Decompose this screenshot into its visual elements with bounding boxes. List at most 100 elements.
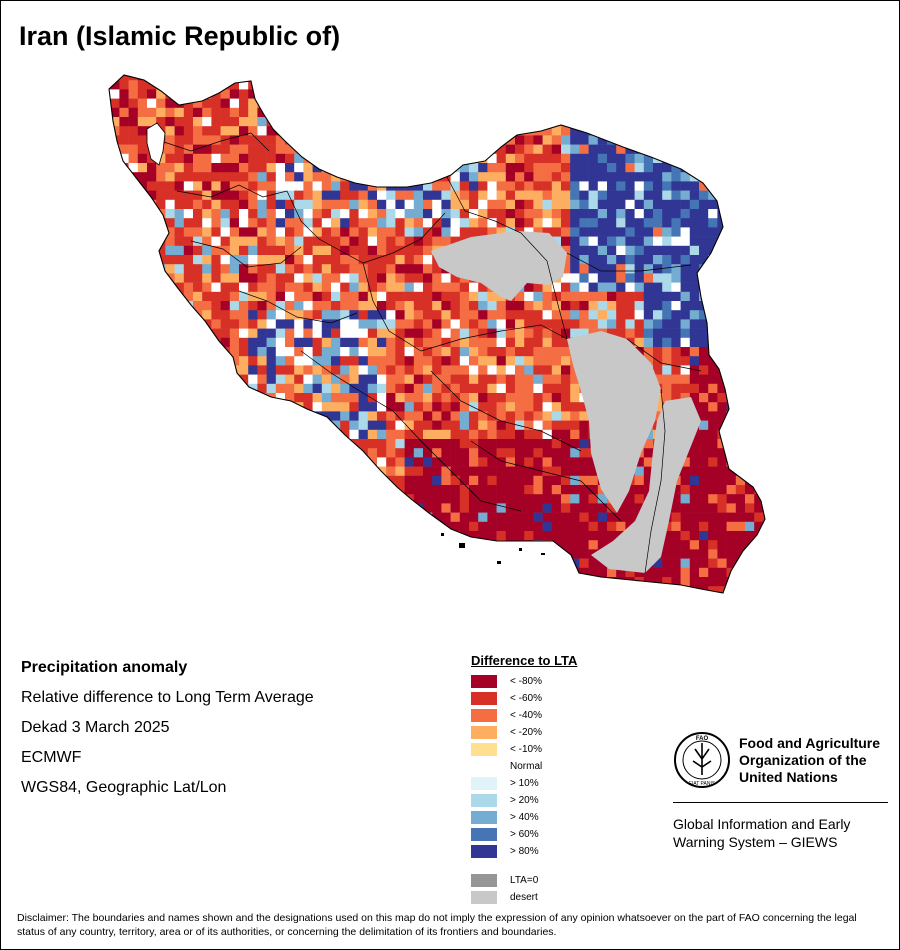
grid-cell bbox=[616, 310, 626, 320]
grid-cell bbox=[275, 558, 286, 569]
grid-cell bbox=[634, 181, 645, 191]
grid-cell bbox=[349, 319, 359, 329]
grid-cell bbox=[735, 365, 746, 375]
grid-cell bbox=[561, 393, 571, 403]
grid-cell bbox=[607, 80, 617, 90]
grid-cell bbox=[137, 485, 148, 495]
province-line bbox=[520, 232, 568, 340]
grid-cell bbox=[239, 264, 249, 274]
grid-cell bbox=[423, 144, 433, 155]
grid-cell bbox=[358, 567, 369, 578]
grid-cell bbox=[680, 328, 691, 339]
grid-cell bbox=[542, 521, 553, 532]
grid-cell bbox=[717, 558, 727, 569]
grid-cell bbox=[386, 567, 396, 578]
grid-cell bbox=[487, 521, 497, 532]
grid-cell bbox=[763, 75, 765, 81]
grid-cell bbox=[653, 558, 663, 569]
grid-cell bbox=[717, 126, 727, 136]
grid-cell bbox=[551, 218, 562, 228]
grid-cell bbox=[588, 144, 599, 155]
grid-cell bbox=[202, 356, 212, 366]
grid-cell bbox=[478, 319, 488, 329]
grid-cell bbox=[331, 531, 341, 541]
grid-cell bbox=[395, 337, 405, 348]
grid-cell bbox=[257, 172, 267, 182]
grid-cell bbox=[386, 107, 396, 118]
grid-cell bbox=[377, 429, 387, 440]
grid-cell bbox=[183, 245, 194, 256]
grid-cell bbox=[505, 429, 516, 440]
grid-cell bbox=[413, 89, 424, 99]
grid-cell bbox=[404, 475, 415, 486]
grid-cell bbox=[128, 264, 139, 274]
grid-cell bbox=[331, 475, 341, 486]
grid-cell bbox=[450, 126, 461, 136]
grid-cell bbox=[662, 117, 672, 127]
grid-cell bbox=[478, 549, 488, 559]
grid-cell bbox=[735, 126, 746, 136]
grid-cell bbox=[239, 586, 249, 593]
grid-cell bbox=[597, 494, 608, 504]
grid-cell bbox=[763, 549, 765, 559]
grid-cell bbox=[689, 80, 700, 90]
grid-cell bbox=[432, 117, 442, 127]
grid-cell bbox=[294, 319, 304, 329]
grid-cell bbox=[109, 273, 111, 283]
grid-cell bbox=[386, 301, 396, 311]
grid-cell bbox=[671, 319, 681, 329]
grid-cell bbox=[487, 319, 497, 329]
grid-cell bbox=[524, 567, 534, 578]
grid-cell bbox=[570, 163, 580, 173]
grid-cell bbox=[413, 117, 424, 127]
grid-cell bbox=[331, 549, 341, 559]
grid-cell bbox=[109, 411, 111, 421]
grid-cell bbox=[119, 126, 129, 136]
grid-cell bbox=[395, 291, 405, 302]
grid-cell bbox=[634, 153, 645, 164]
grid-cell bbox=[377, 457, 387, 467]
grid-cell bbox=[662, 301, 672, 311]
grid-cell bbox=[735, 540, 746, 550]
grid-cell bbox=[689, 393, 700, 403]
grid-cell bbox=[128, 209, 139, 219]
grid-cell bbox=[165, 75, 175, 81]
grid-cell bbox=[119, 301, 129, 311]
grid-cell bbox=[708, 75, 718, 81]
grid-cell bbox=[156, 549, 166, 559]
grid-cell bbox=[257, 567, 267, 578]
grid-cell bbox=[229, 439, 240, 449]
grid-cell bbox=[561, 411, 571, 421]
grid-cell bbox=[321, 319, 332, 329]
grid-cell bbox=[165, 512, 175, 523]
grid-cell bbox=[717, 190, 727, 201]
grid-cell bbox=[643, 328, 654, 339]
grid-cell bbox=[680, 135, 691, 145]
grid-cell bbox=[515, 347, 525, 357]
grid-cell bbox=[570, 457, 580, 467]
grid-cell bbox=[561, 512, 571, 523]
grid-cell bbox=[165, 347, 175, 357]
grid-cell bbox=[515, 558, 525, 569]
grid-cell bbox=[358, 181, 369, 191]
grid-cell bbox=[220, 172, 231, 182]
grid-cell bbox=[469, 402, 479, 412]
grid-cell bbox=[303, 209, 313, 219]
grid-cell bbox=[689, 301, 700, 311]
grid-cell bbox=[110, 586, 120, 593]
grid-cell bbox=[303, 282, 313, 293]
grid-cell bbox=[653, 310, 663, 320]
grid-cell bbox=[147, 75, 157, 81]
grid-cell bbox=[597, 199, 608, 210]
grid-cell bbox=[763, 291, 765, 302]
grid-cell bbox=[616, 291, 626, 302]
grid-cell bbox=[413, 227, 424, 237]
grid-cell bbox=[597, 117, 608, 127]
grid-cell bbox=[165, 595, 175, 605]
grid-cell bbox=[662, 209, 672, 219]
grid-cell bbox=[643, 89, 654, 99]
grid-cell bbox=[386, 209, 396, 219]
grid-cell bbox=[533, 595, 543, 605]
grid-cell bbox=[395, 475, 405, 486]
province-boundaries bbox=[160, 132, 702, 574]
